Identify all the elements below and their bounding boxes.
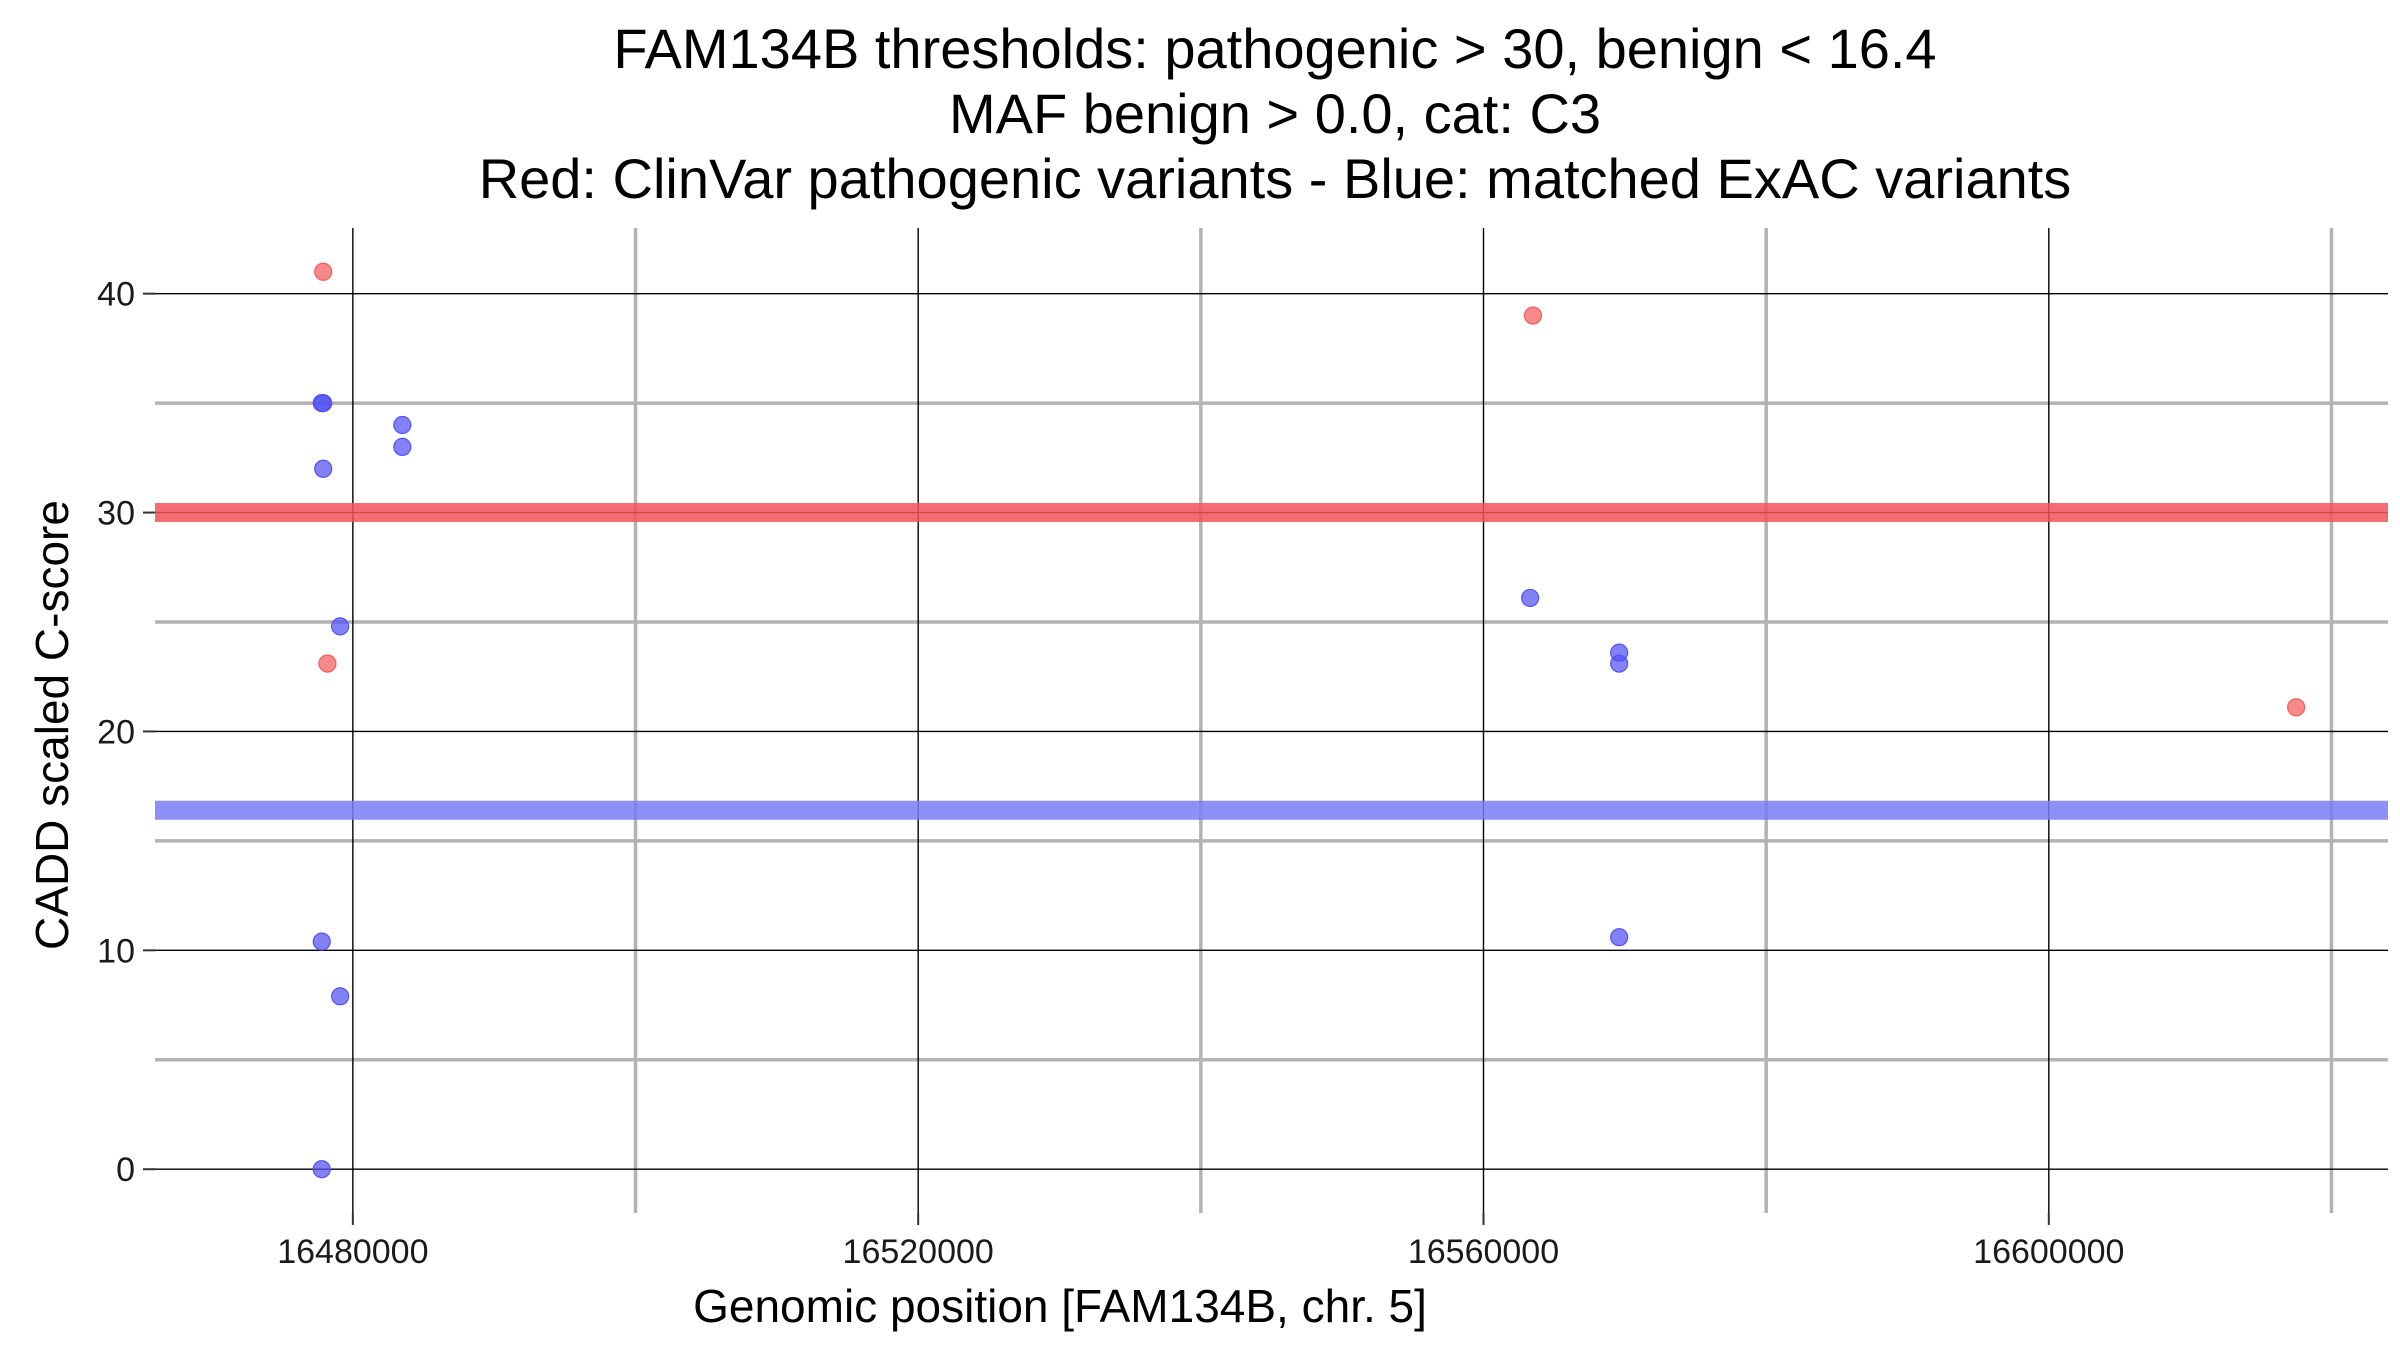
clinvar-point <box>2287 698 2306 717</box>
y-axis: 0 10 20 30 40 <box>97 276 155 1189</box>
exac-point <box>312 932 331 951</box>
major-gridlines <box>155 228 2388 1213</box>
y-tick-label: 40 <box>97 276 135 314</box>
clinvar-point <box>314 262 333 281</box>
title-line-2: MAF benign > 0.0, cat: C3 <box>949 82 1601 145</box>
exac-point <box>1521 588 1540 608</box>
x-tick-label: 16480000 <box>277 1233 428 1271</box>
exac-point <box>314 459 333 478</box>
title-line-3: Red: ClinVar pathogenic variants - Blue:… <box>479 147 2072 210</box>
exac-point <box>331 987 350 1006</box>
x-tick-label: 16560000 <box>1408 1233 1559 1271</box>
y-tick-label: 10 <box>97 932 135 970</box>
x-axis-title: Genomic position [FAM134B, chr. 5] <box>693 1280 1427 1332</box>
title-line-1: FAM134B thresholds: pathogenic > 30, ben… <box>613 17 1936 80</box>
y-tick-label: 20 <box>97 713 135 751</box>
data-points <box>312 262 2306 1179</box>
y-axis-title: CADD scaled C-score <box>26 500 78 950</box>
exac-point <box>1610 928 1629 947</box>
minor-gridlines <box>155 228 2388 1213</box>
exac-point <box>314 394 333 413</box>
exac-point <box>312 1160 331 1179</box>
x-tick-label: 16600000 <box>1973 1233 2124 1271</box>
exac-point <box>331 617 350 636</box>
y-tick-label: 0 <box>116 1151 135 1189</box>
clinvar-point <box>318 654 337 673</box>
exac-point <box>1610 654 1629 673</box>
chart-title: FAM134B thresholds: pathogenic > 30, ben… <box>479 17 2072 210</box>
clinvar-point <box>1523 306 1543 325</box>
y-tick-label: 30 <box>97 495 135 533</box>
exac-point <box>393 415 412 435</box>
x-axis: 16480000 16520000 16560000 16600000 <box>277 1213 2124 1271</box>
x-tick-label: 16520000 <box>843 1233 994 1271</box>
threshold-lines <box>155 503 2388 820</box>
exac-point <box>393 437 412 456</box>
